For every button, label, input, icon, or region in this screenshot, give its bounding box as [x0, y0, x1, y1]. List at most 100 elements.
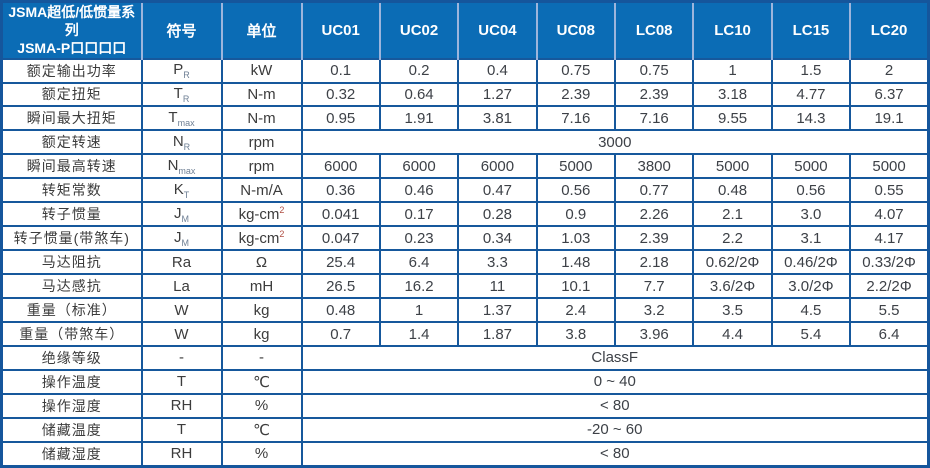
value-cell-lc08: 2.39	[613, 225, 695, 252]
value-cell-lc08: 3.2	[613, 297, 695, 324]
row-label: 额定扭矩	[0, 81, 143, 108]
row-label: 额定输出功率	[0, 57, 143, 84]
table-row: 瞬间最高转速 Nmax rpm 6000 6000 6000 5000 3800 5000 500…	[0, 153, 930, 180]
value-cell-uc01: 0.1	[300, 57, 381, 84]
value-cell-uc08: 7.16	[535, 105, 617, 132]
row-symbol: -	[140, 345, 223, 371]
value-cell-lc08: 7.7	[613, 273, 695, 300]
row-label: 绝缘等级	[0, 345, 143, 371]
value-cell-lc15: 0.46/2Φ	[770, 249, 852, 276]
row-symbol-subscript: R	[183, 70, 190, 81]
value-cell-uc02: 0.64	[378, 81, 460, 108]
table-row: 储藏湿度 RH% < 80	[0, 440, 930, 468]
row-unit: kg-cm2	[220, 225, 303, 252]
value-cell-lc15: 3.0/2Φ	[770, 273, 852, 300]
row-unit-superscript: 2	[279, 229, 285, 240]
value-cell-uc01: 0.36	[300, 177, 381, 204]
row-symbol: NR	[140, 129, 223, 156]
value-cell-uc01: 6000	[300, 153, 381, 180]
row-unit: N-m	[220, 105, 303, 132]
value-cell-lc15: 5.4	[770, 321, 852, 347]
model-header-uc04: UC04	[457, 1, 537, 59]
value-cell-uc01: 0.95	[300, 105, 381, 132]
value-cell-lc20: 6.4	[849, 321, 930, 347]
value-cell-uc08: 3.8	[535, 321, 617, 347]
value-cell-uc04: 1.87	[457, 321, 538, 347]
value-cell-uc08: 2.4	[535, 297, 617, 324]
value-cell-merged: 3000	[300, 129, 930, 156]
value-cell-lc20: 2	[849, 57, 930, 84]
value-cell-lc15: 14.3	[770, 105, 852, 132]
value-cell-uc01: 25.4	[300, 249, 381, 276]
value-cell-uc08: 2.39	[535, 81, 617, 108]
row-unit: kg-cm2	[220, 201, 303, 228]
value-cell-merged: ClassF	[300, 345, 930, 371]
model-header-uc02: UC02	[378, 1, 459, 59]
row-label: 马达感抗	[0, 273, 143, 300]
row-symbol-subscript: T	[183, 189, 190, 200]
table-row: 马达阻抗 Ra Ω 25.4 6.4 3.3 1.48 2.18 0.62/2Φ 0.46/2Φ 0…	[0, 249, 930, 276]
value-cell-uc02: 0.2	[378, 57, 460, 84]
row-unit: N-m/A	[220, 177, 303, 204]
value-cell-uc02: 0.23	[378, 225, 460, 252]
table-row: 瞬间最大扭矩 Tmax N-m 0.95 1.91 3.81 7.16 7.16 9.55 14.…	[0, 105, 930, 132]
row-label: 储藏湿度	[0, 440, 143, 468]
value-cell-lc20: 6.37	[849, 81, 930, 108]
value-cell-lc15: 3.0	[770, 201, 852, 228]
row-symbol: KT	[140, 177, 223, 204]
value-cell-lc15: 1.5	[770, 57, 852, 84]
value-cell-lc10: 5000	[692, 153, 773, 180]
value-cell-lc20: 19.1	[849, 105, 930, 132]
row-unit: kg	[220, 321, 303, 347]
table-row: 额定输出功率 PR kW 0.1 0.2 0.4 0.75 0.75 1 1.5 2	[0, 57, 930, 84]
value-cell-uc01: 0.047	[300, 225, 381, 252]
value-cell-uc02: 0.17	[378, 201, 460, 228]
value-cell-lc10: 0.48	[692, 177, 773, 204]
value-cell-lc15: 5000	[770, 153, 852, 180]
value-cell-uc01: 0.48	[300, 297, 381, 324]
row-label: 转子惯量	[0, 201, 143, 228]
table-row: 转子惯量 JM kg-cm2 0.041 0.17 0.28 0.9 2.26 2.1 3.0 4.…	[0, 201, 930, 228]
table-row: 转子惯量(带煞车) JM kg-cm2 0.047 0.23 0.34 1.03 2.39 2.…	[0, 225, 930, 252]
row-symbol: TR	[140, 81, 223, 108]
row-symbol-subscript: max	[178, 165, 196, 176]
table-row: 额定扭矩 TR N-m 0.32 0.64 1.27 2.39 2.39 3.18 4.77 6.3…	[0, 81, 930, 108]
table-title-line1: JSMA超低/低惯量系列	[8, 4, 136, 39]
row-symbol: RH	[140, 392, 223, 419]
value-cell-uc08: 0.56	[535, 177, 617, 204]
value-cell-uc04: 1.27	[457, 81, 538, 108]
value-cell-lc08: 2.18	[613, 249, 695, 276]
row-symbol-subscript: M	[181, 213, 190, 224]
row-symbol: W	[140, 297, 223, 324]
row-unit: ℃	[220, 368, 303, 395]
row-unit: rpm	[220, 129, 303, 156]
row-unit: rpm	[220, 153, 303, 180]
table-row: 额定转速 NR rpm 3000	[0, 129, 930, 156]
value-cell-uc01: 0.041	[300, 201, 381, 228]
model-header-lc15: LC15	[770, 1, 851, 59]
value-cell-uc04: 3.3	[457, 249, 538, 276]
table-row: 转矩常数 KT N-m/A 0.36 0.46 0.47 0.56 0.77 0.48 0.56 0…	[0, 177, 930, 204]
value-cell-lc20: 5.5	[849, 297, 930, 324]
row-label: 瞬间最高转速	[0, 153, 143, 180]
row-unit: %	[220, 392, 303, 419]
model-header-lc10: LC10	[692, 1, 772, 59]
model-header-uc01: UC01	[300, 1, 380, 59]
value-cell-lc08: 2.26	[613, 201, 695, 228]
row-symbol: Tmax	[140, 105, 223, 132]
row-symbol: W	[140, 321, 223, 347]
value-cell-lc10: 3.6/2Φ	[692, 273, 773, 300]
table-row: 绝缘等级 - - ClassF	[0, 345, 930, 371]
row-symbol-subscript: R	[183, 141, 191, 152]
row-label: 马达阻抗	[0, 249, 143, 276]
table-title-line2: JSMA-P口口口口	[17, 40, 127, 57]
table-title: JSMA超低/低惯量系列 JSMA-P口口口口	[1, 1, 142, 59]
value-cell-uc02: 16.2	[378, 273, 460, 300]
row-symbol: JM	[140, 201, 223, 228]
value-cell-uc04: 1.37	[457, 297, 538, 324]
value-cell-lc10: 3.18	[692, 81, 773, 108]
value-cell-lc08: 2.39	[613, 81, 695, 108]
row-label: 重量（带煞车）	[0, 321, 143, 347]
